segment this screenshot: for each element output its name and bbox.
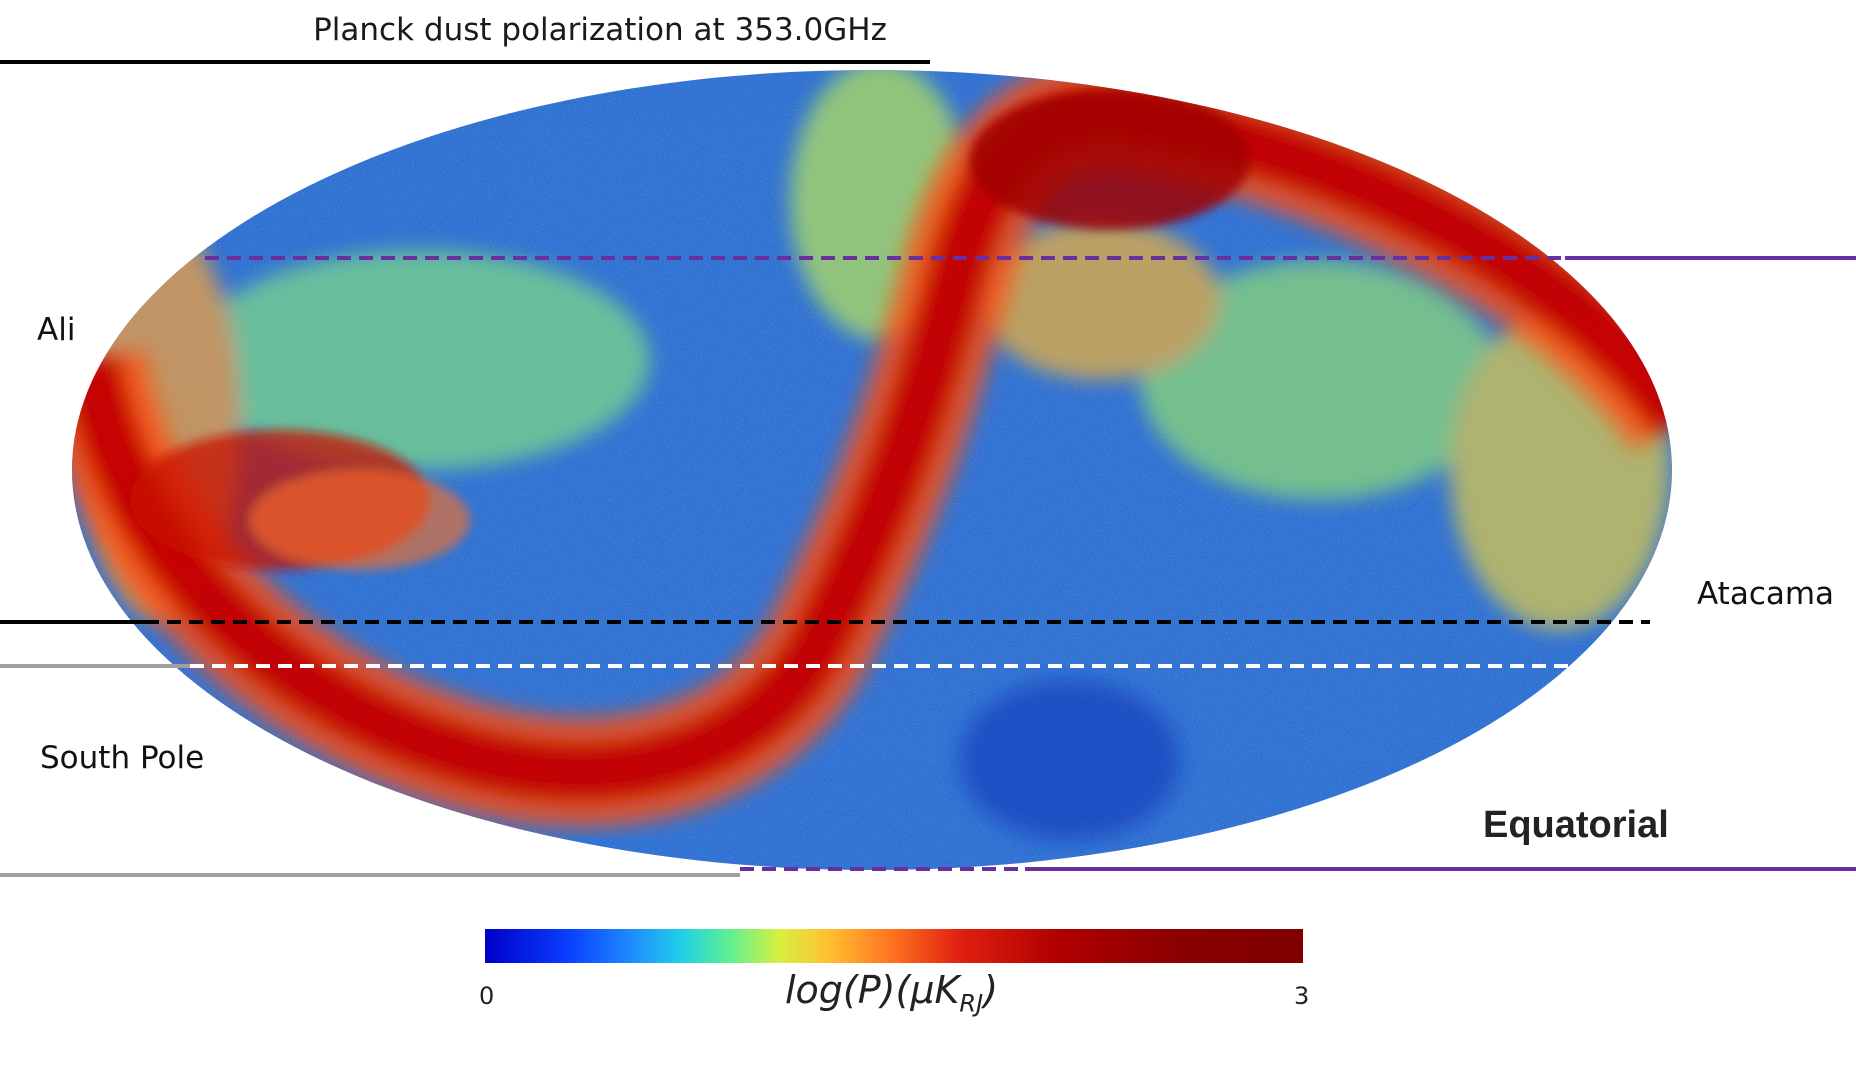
colorbar-close: )	[983, 968, 999, 1012]
colorbar-label: log(P)(μKRJ)	[785, 968, 998, 1018]
ali-label: Ali	[37, 312, 76, 348]
dust-map-projection	[72, 70, 1672, 870]
colorbar-max-tick: 3	[1294, 982, 1310, 1010]
south-pole-label: South Pole	[40, 740, 205, 776]
equatorial-label: Equatorial	[1483, 804, 1669, 846]
colorbar-min-tick: 0	[479, 982, 495, 1010]
colorbar-quantity: log(P)(μK	[785, 968, 960, 1012]
map-title: Planck dust polarization at 353.0GHz	[313, 12, 887, 48]
atacama-label: Atacama	[1697, 576, 1835, 612]
colorbar-subscript: RJ	[959, 989, 984, 1018]
colorbar	[485, 929, 1303, 963]
